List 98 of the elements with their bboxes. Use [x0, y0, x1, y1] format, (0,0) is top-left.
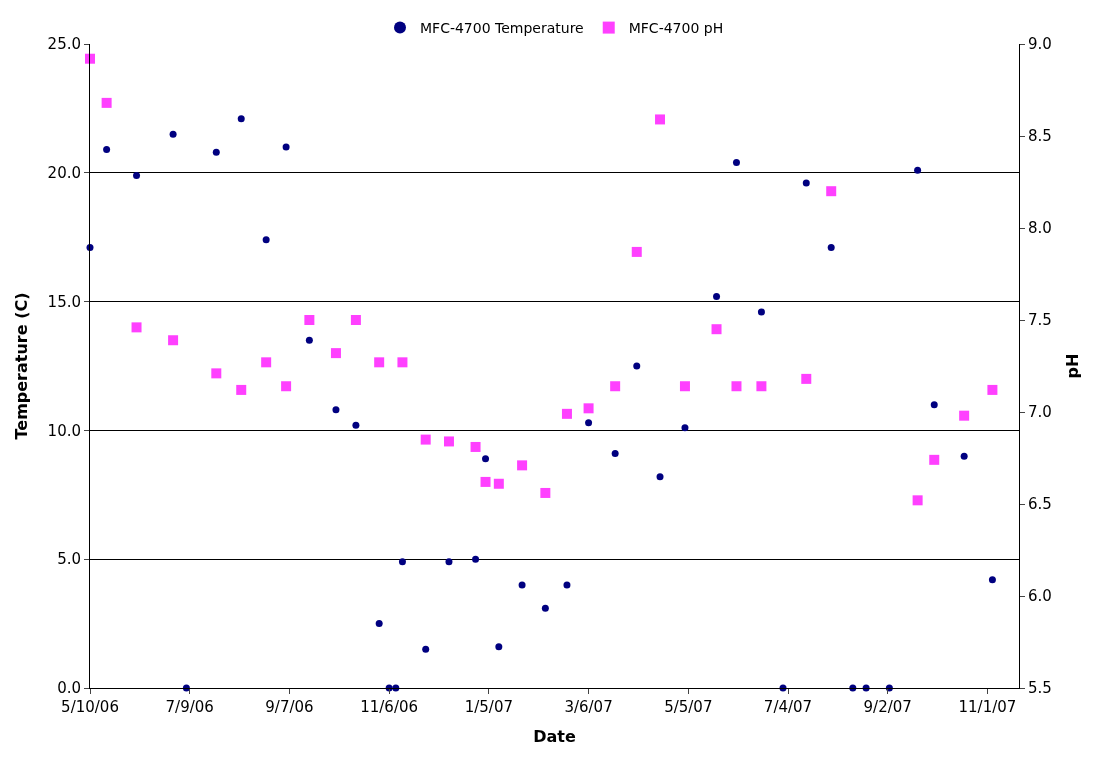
point: [711, 324, 722, 335]
y-tick-label: 0.0: [57, 679, 81, 698]
point: [375, 620, 383, 628]
point: [611, 450, 619, 458]
point: [398, 558, 406, 566]
point: [445, 558, 453, 566]
point: [85, 53, 95, 64]
point: [168, 335, 179, 346]
x-tick-label: 11/1/07: [958, 698, 1017, 716]
y2-tick-label: 8.5: [1028, 127, 1052, 146]
point: [756, 381, 767, 392]
point: [443, 436, 454, 447]
point: [633, 362, 641, 370]
y-tick-label: 15.0: [47, 292, 81, 311]
point: [929, 454, 940, 465]
x-tick-label: 1/5/07: [464, 698, 513, 716]
point: [101, 97, 112, 108]
point: [517, 460, 528, 471]
y-tick-label: 20.0: [47, 164, 81, 183]
point: [103, 146, 111, 154]
point: [988, 576, 996, 584]
point: [713, 292, 721, 300]
point: [350, 315, 361, 325]
point: [681, 424, 689, 432]
point: [332, 406, 340, 414]
point: [281, 381, 292, 392]
x-tick-label: 5/5/07: [664, 698, 713, 716]
point: [585, 419, 593, 427]
point: [930, 401, 938, 409]
point: [826, 186, 837, 197]
x-tick-label: 9/2/07: [863, 698, 912, 716]
y2-tick-label: 5.5: [1028, 679, 1052, 698]
point: [420, 434, 431, 445]
y2-tick-label: 7.0: [1028, 403, 1052, 422]
point: [352, 421, 360, 429]
x-tick-label: 3/6/07: [564, 698, 613, 716]
y-tick-label: 10.0: [47, 421, 81, 440]
y-tick-label: 25.0: [47, 35, 81, 54]
point: [732, 159, 740, 166]
point: [495, 643, 503, 651]
y2-tick-label: 7.5: [1028, 311, 1052, 330]
point: [563, 581, 571, 589]
x-tick-label: 7/4/07: [763, 698, 813, 716]
legend-label: MFC-4700 pH: [628, 20, 724, 37]
x-tick-label: 11/6/06: [360, 698, 419, 716]
point: [731, 381, 742, 392]
point: [801, 373, 812, 384]
point: [482, 455, 490, 463]
legend-label: MFC-4700 Temperature: [420, 20, 584, 37]
point: [655, 114, 666, 125]
y2-tick-label: 8.0: [1028, 219, 1052, 238]
point: [561, 408, 572, 419]
y-axis-title: Temperature (C): [12, 292, 32, 440]
point: [422, 645, 430, 653]
point: [262, 236, 270, 244]
point: [282, 143, 290, 151]
point: [960, 452, 968, 460]
y2-tick-label: 6.0: [1028, 587, 1052, 606]
point: [679, 381, 690, 392]
point: [131, 322, 142, 333]
point: [212, 148, 220, 156]
y-tick-label: 5.0: [57, 550, 81, 569]
point: [987, 384, 998, 395]
point: [914, 166, 922, 174]
point: [304, 315, 315, 325]
y2-axis-title: pH: [1062, 353, 1082, 379]
point: [610, 381, 621, 392]
point: [541, 604, 549, 612]
point: [827, 244, 835, 251]
x-axis-title: Date: [533, 726, 576, 746]
x-tick-label: 9/7/06: [265, 698, 314, 716]
point: [493, 478, 504, 489]
point: [583, 403, 594, 414]
point: [470, 441, 481, 452]
point: [236, 384, 247, 395]
point: [237, 115, 245, 123]
point: [540, 487, 551, 498]
y2-tick-label: 6.5: [1028, 495, 1052, 514]
point: [305, 336, 313, 344]
point: [480, 476, 491, 487]
point: [912, 495, 923, 506]
point: [959, 410, 970, 421]
point: [802, 179, 810, 187]
point: [330, 348, 341, 359]
point: [397, 357, 408, 368]
x-tick-label: 7/9/06: [165, 698, 214, 716]
point: [757, 308, 765, 316]
point: [631, 246, 642, 257]
point: [169, 130, 177, 138]
x-tick-label: 5/10/06: [61, 698, 119, 716]
point: [374, 357, 385, 368]
point: [518, 581, 526, 589]
point: [472, 555, 480, 563]
y2-tick-label: 9.0: [1028, 35, 1052, 54]
point: [133, 171, 141, 179]
point: [211, 368, 222, 379]
point: [261, 357, 272, 368]
point: [656, 473, 664, 481]
